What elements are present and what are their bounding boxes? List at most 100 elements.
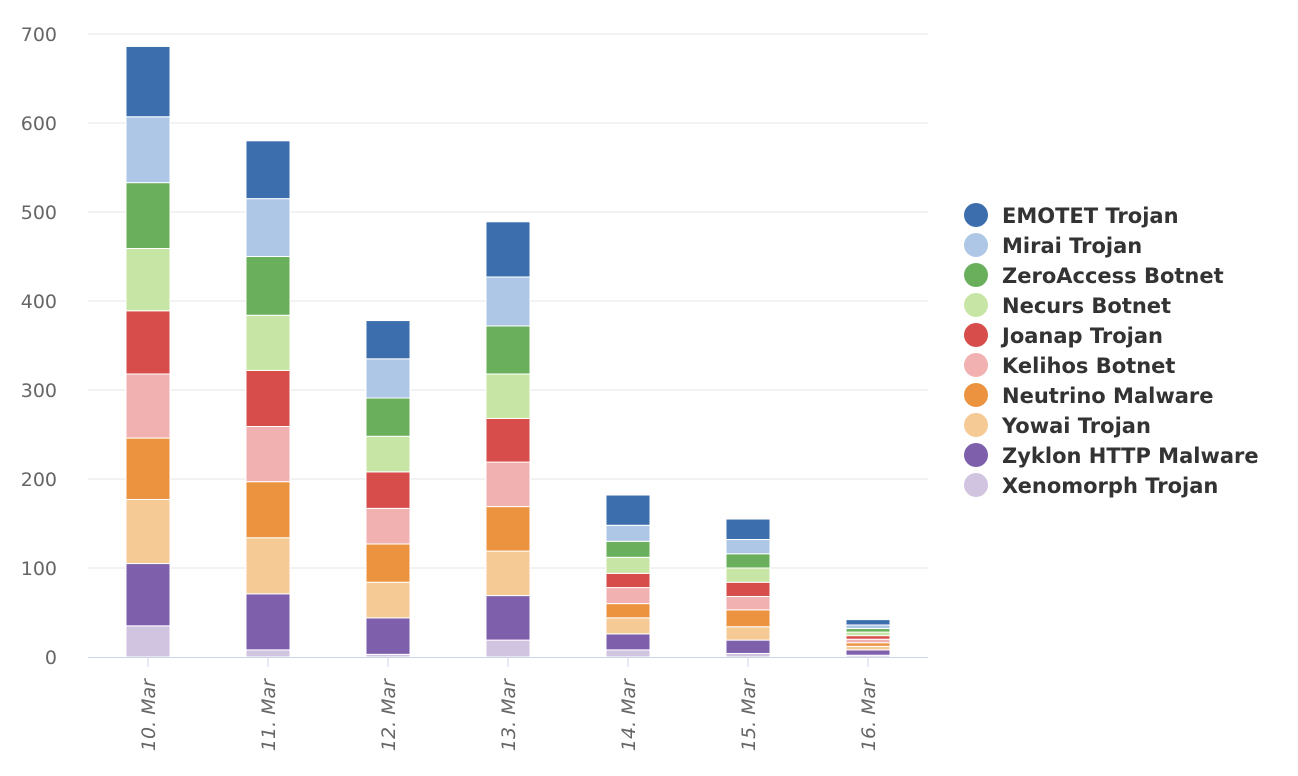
bar-segment[interactable] (845, 619, 891, 626)
legend-marker (964, 323, 988, 347)
legend: EMOTET Trojan Mirai Trojan ZeroAccess Botn… (964, 203, 1259, 498)
bar-stack (485, 221, 531, 658)
bar-segment[interactable] (245, 369, 291, 427)
legend-label: Joanap Trojan (1000, 324, 1163, 348)
bar-segment[interactable] (245, 256, 291, 316)
bar-segment[interactable] (245, 198, 291, 257)
x-tick-label: 14. Mar (618, 678, 640, 751)
bar-segment[interactable] (245, 140, 291, 200)
bar-segment[interactable] (605, 603, 651, 619)
bar-segment[interactable] (485, 461, 531, 508)
bar-segment[interactable] (125, 563, 171, 627)
bar-stack (245, 140, 291, 658)
bar-segment[interactable] (725, 581, 771, 597)
bar-segment[interactable] (605, 649, 651, 658)
bar-segment[interactable] (725, 652, 771, 658)
bar-segment[interactable] (365, 397, 411, 437)
bar-segment[interactable] (725, 553, 771, 569)
bar-segment[interactable] (245, 593, 291, 651)
legend-item[interactable]: Neutrino Malware (964, 383, 1214, 408)
bar-segment[interactable] (725, 626, 771, 641)
x-tick-label: 12. Mar (378, 678, 400, 751)
bar-segment[interactable] (485, 221, 531, 278)
legend-label: EMOTET Trojan (1002, 204, 1179, 228)
bar-segment[interactable] (845, 645, 891, 651)
bar-segment[interactable] (365, 320, 411, 360)
bar-segment[interactable] (725, 639, 771, 654)
y-tick-label: 600 (21, 113, 57, 135)
bar-segment[interactable] (845, 649, 891, 656)
bar-segment[interactable] (245, 481, 291, 539)
bar-segment[interactable] (245, 537, 291, 595)
bar-segment[interactable] (365, 543, 411, 583)
bar-segment[interactable] (605, 540, 651, 558)
bar-segment[interactable] (845, 628, 891, 633)
bar-segment[interactable] (605, 572, 651, 589)
legend-item[interactable]: Kelihos Botnet (964, 353, 1175, 378)
bar-segment[interactable] (725, 595, 771, 611)
bar-segment[interactable] (605, 587, 651, 605)
legend-marker (964, 383, 988, 407)
bar-segment[interactable] (485, 276, 531, 327)
bar-segment[interactable] (125, 116, 171, 184)
bar-segment[interactable] (125, 182, 171, 249)
bar-segment[interactable] (365, 358, 411, 399)
bar-segment[interactable] (485, 325, 531, 375)
bar-segment[interactable] (365, 507, 411, 545)
bar-segment[interactable] (125, 45, 171, 118)
bar-segment[interactable] (485, 550, 531, 597)
legend-marker (964, 233, 988, 257)
bar-segment[interactable] (125, 373, 171, 439)
bar-segment[interactable] (845, 631, 891, 637)
bar-segment[interactable] (125, 625, 171, 658)
bar-segment[interactable] (845, 642, 891, 647)
bar-segment[interactable] (125, 498, 171, 565)
x-tick-label: 11. Mar (258, 678, 280, 751)
legend-marker (964, 263, 988, 287)
bar-segment[interactable] (365, 617, 411, 655)
legend-label: Zyklon HTTP Malware (1002, 444, 1259, 468)
legend-item[interactable]: Zyklon HTTP Malware (964, 443, 1259, 468)
bars (125, 45, 891, 658)
bar-stack (845, 619, 891, 658)
bar-segment[interactable] (605, 617, 651, 635)
legend-item[interactable]: Mirai Trojan (964, 233, 1142, 258)
y-tick-label: 700 (21, 24, 57, 46)
legend-item[interactable]: Xenomorph Trojan (964, 473, 1218, 498)
bar-segment[interactable] (245, 314, 291, 371)
legend-marker (964, 413, 988, 437)
bar-segment[interactable] (485, 417, 531, 463)
bar-segment[interactable] (605, 556, 651, 574)
bar-segment[interactable] (245, 649, 291, 658)
bar-segment[interactable] (365, 435, 411, 473)
bar-segment[interactable] (485, 506, 531, 552)
bar-segment[interactable] (125, 247, 171, 312)
bar-segment[interactable] (125, 310, 171, 375)
bar-segment[interactable] (845, 635, 891, 640)
bar-segment[interactable] (365, 471, 411, 509)
x-axis: 10. Mar 11. Mar 12. Mar 13. Mar 14. Mar 15. M… (88, 657, 928, 751)
bar-segment[interactable] (245, 425, 291, 483)
bar-segment[interactable] (485, 595, 531, 641)
bar-segment[interactable] (125, 437, 171, 500)
bar-segment[interactable] (365, 581, 411, 619)
legend-item[interactable]: EMOTET Trojan (964, 203, 1179, 228)
x-tick-label: 13. Mar (498, 678, 520, 751)
legend-item[interactable]: Necurs Botnet (964, 293, 1171, 318)
legend-marker (964, 473, 988, 497)
legend-item[interactable]: ZeroAccess Botnet (964, 263, 1224, 288)
y-axis-ticks: 0 100 200 300 400 500 600 700 (21, 24, 57, 669)
bar-segment[interactable] (725, 539, 771, 555)
bar-segment[interactable] (485, 639, 531, 658)
bar-segment[interactable] (605, 633, 651, 651)
legend-item[interactable]: Joanap Trojan (964, 323, 1163, 348)
bar-segment[interactable] (605, 524, 651, 542)
bar-segment[interactable] (845, 638, 891, 644)
bar-segment[interactable] (845, 624, 891, 630)
bar-segment[interactable] (725, 518, 771, 541)
legend-item[interactable]: Yowai Trojan (964, 413, 1151, 438)
bar-segment[interactable] (605, 494, 651, 526)
bar-segment[interactable] (485, 373, 531, 419)
bar-segment[interactable] (725, 609, 771, 628)
bar-segment[interactable] (725, 567, 771, 583)
